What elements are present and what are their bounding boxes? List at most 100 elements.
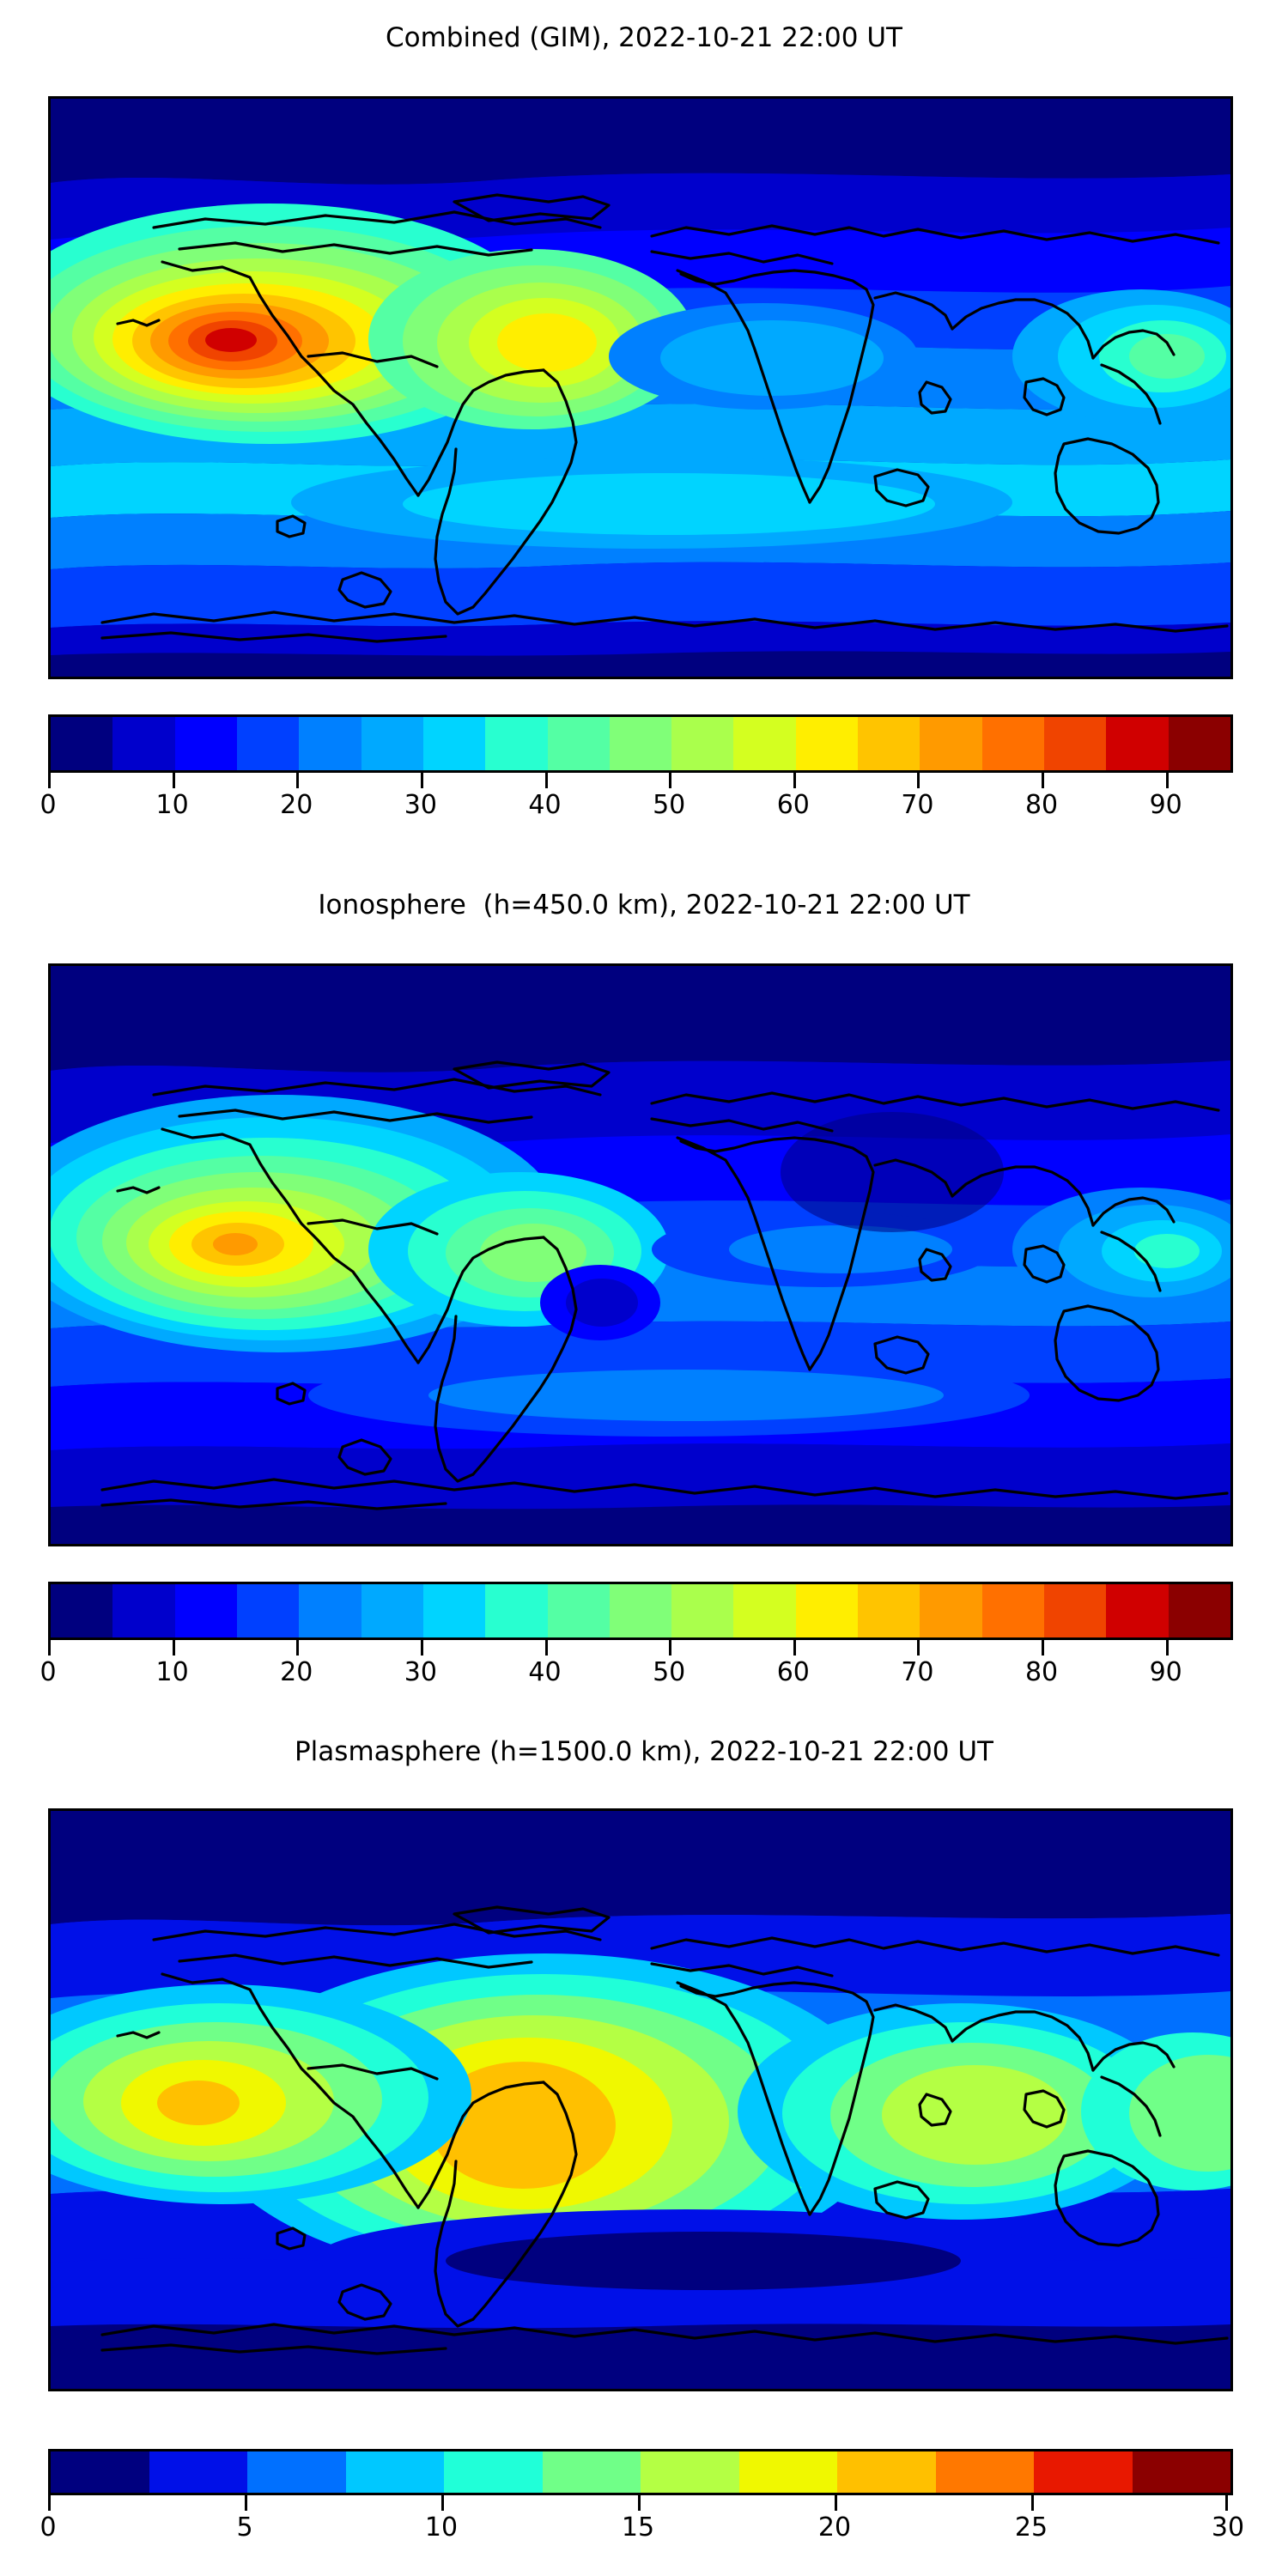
colorbar-tick-label-20: 20 — [280, 1657, 313, 1687]
colorbar-tick-40 — [544, 1640, 548, 1656]
colorbar-tick-30 — [420, 1640, 423, 1656]
colorbar-tick-90 — [1165, 773, 1169, 788]
colorbar-tick-70 — [917, 773, 920, 788]
colorbar-band-8 — [837, 2451, 936, 2493]
colorbar-band-7 — [738, 2451, 837, 2493]
colorbar-band-3 — [345, 2451, 444, 2493]
colorbar-tick-label-30: 30 — [404, 790, 437, 820]
colorbar-gradient-combined — [48, 714, 1233, 773]
colorbar-tick-10 — [172, 773, 175, 788]
colorbar-band-18 — [1168, 717, 1230, 770]
colorbar-plasmasphere: 0 5 10 15 20 25 30 — [39, 2449, 1244, 2561]
colorbar-band-2 — [174, 1584, 237, 1637]
colorbar-band-5 — [542, 2451, 641, 2493]
colorbar-band-0 — [51, 2451, 149, 2493]
colorbar-gradient-ionosphere — [48, 1582, 1233, 1640]
colorbar-tick-label-60: 60 — [776, 790, 810, 820]
colorbar-band-10 — [671, 717, 734, 770]
colorbar-tick-10 — [441, 2495, 444, 2511]
colorbar-tick-label-0: 0 — [39, 2512, 57, 2543]
colorbar-band-9 — [609, 1584, 672, 1637]
colorbar-tick-10 — [172, 1640, 175, 1656]
colorbar-tick-label-10: 10 — [155, 1657, 189, 1687]
colorbar-band-11 — [1132, 2451, 1230, 2493]
colorbar-tick-70 — [917, 1640, 920, 1656]
colorbar-tick-label-70: 70 — [901, 790, 934, 820]
colorbar-tick-60 — [793, 1640, 796, 1656]
colorbar-tick-label-70: 70 — [901, 1657, 934, 1687]
colorbar-band-16 — [1044, 1584, 1107, 1637]
colorbar-ticks-combined — [48, 773, 1228, 788]
colorbar-band-5 — [361, 717, 423, 770]
colorbar-tick-label-20: 20 — [280, 790, 313, 820]
colorbar-band-1 — [112, 1584, 175, 1637]
map-canvas-ionosphere — [51, 966, 1230, 1544]
colorbar-band-1 — [149, 2451, 247, 2493]
colorbar-band-7 — [485, 717, 548, 770]
colorbar-tick-40 — [544, 773, 548, 788]
panel-title-combined-gim: Combined (GIM), 2022-10-21 22:00 UT — [386, 22, 902, 53]
colorbar-band-18 — [1168, 1584, 1230, 1637]
colorbar-tick-label-30: 30 — [404, 1657, 437, 1687]
colorbar-tick-label-0: 0 — [39, 1657, 57, 1687]
colorbar-tick-0 — [48, 2495, 51, 2511]
colorbar-tick-label-15: 15 — [621, 2512, 655, 2543]
colorbar-tick-label-10: 10 — [155, 790, 189, 820]
colorbar-tick-30 — [1225, 2495, 1228, 2511]
colorbar-tick-label-80: 80 — [1024, 790, 1059, 820]
colorbar-band-15 — [981, 717, 1044, 770]
colorbar-band-8 — [547, 1584, 610, 1637]
colorbar-tick-label-50: 50 — [653, 790, 686, 820]
panel-plasmasphere: Plasmasphere (h=1500.0 km), 2022-10-21 2… — [0, 1717, 1288, 2576]
colorbar-tick-20 — [835, 2495, 837, 2511]
colorbar-band-6 — [422, 717, 486, 770]
colorbar-band-17 — [1106, 1584, 1169, 1637]
colorbar-ionosphere: 0 10 20 30 40 50 60 70 80 90 — [39, 1582, 1233, 1693]
colorbar-tick-90 — [1165, 1640, 1169, 1656]
colorbar-tick-50 — [669, 1640, 672, 1656]
colorbar-band-8 — [547, 717, 610, 770]
colorbar-ticks-ionosphere — [48, 1640, 1228, 1656]
colorbar-band-10 — [671, 1584, 734, 1637]
colorbar-tick-0 — [48, 773, 51, 788]
colorbar-band-14 — [920, 1584, 982, 1637]
colorbar-tick-label-0: 0 — [39, 790, 57, 820]
colorbar-tick-label-50: 50 — [653, 1657, 686, 1687]
colorbar-band-14 — [920, 717, 982, 770]
colorbar-tick-label-30: 30 — [1211, 2512, 1245, 2543]
colorbar-band-9 — [935, 2451, 1034, 2493]
colorbar-tick-30 — [420, 773, 423, 788]
colorbar-band-13 — [858, 717, 920, 770]
colorbar-tick-label-40: 40 — [528, 1657, 562, 1687]
colorbar-band-4 — [299, 1584, 361, 1637]
colorbar-tick-label-10: 10 — [424, 2512, 459, 2543]
colorbar-labels-plasmasphere: 0 5 10 15 20 25 30 — [39, 2512, 1244, 2549]
colorbar-band-9 — [609, 717, 672, 770]
colorbar-band-3 — [236, 717, 300, 770]
colorbar-tick-label-25: 25 — [1014, 2512, 1048, 2543]
colorbar-band-4 — [444, 2451, 543, 2493]
colorbar-band-13 — [858, 1584, 920, 1637]
colorbar-band-6 — [422, 1584, 486, 1637]
colorbar-ticks-plasmasphere — [48, 2495, 1228, 2511]
colorbar-band-6 — [641, 2451, 739, 2493]
colorbar-tick-80 — [1042, 1640, 1045, 1656]
map-combined-gim — [48, 96, 1233, 679]
colorbar-band-3 — [236, 1584, 300, 1637]
colorbar-tick-5 — [245, 2495, 247, 2511]
colorbar-band-5 — [361, 1584, 423, 1637]
colorbar-band-12 — [795, 717, 859, 770]
colorbar-band-4 — [299, 717, 361, 770]
colorbar-band-17 — [1106, 717, 1169, 770]
colorbar-band-7 — [485, 1584, 548, 1637]
panel-title-ionosphere: Ionosphere (h=450.0 km), 2022-10-21 22:0… — [318, 890, 970, 920]
colorbar-tick-label-80: 80 — [1024, 1657, 1059, 1687]
colorbar-tick-label-90: 90 — [1149, 790, 1182, 820]
colorbar-tick-label-40: 40 — [528, 790, 562, 820]
colorbar-band-0 — [51, 717, 113, 770]
colorbar-tick-25 — [1031, 2495, 1034, 2511]
colorbar-tick-label-60: 60 — [776, 1657, 810, 1687]
colorbar-band-15 — [981, 1584, 1044, 1637]
colorbar-tick-20 — [296, 1640, 300, 1656]
colorbar-band-11 — [733, 717, 796, 770]
